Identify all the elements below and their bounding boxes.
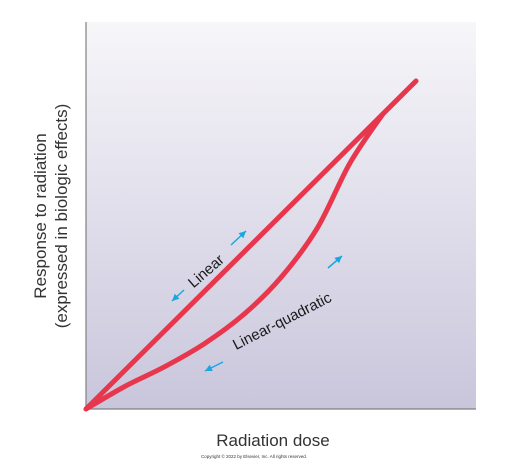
arrow-icon [171,289,185,302]
arrow-icon [204,361,224,372]
x-axis-title: Radiation dose [216,431,329,450]
series-linear [83,78,419,412]
series-linear-quadratic [83,111,386,412]
arrow-icon [327,255,343,269]
y-axis-title-line-1: Response to radiation [31,133,50,298]
copyright-notice: Copyright © 2022 by Elsevier, Inc. All r… [201,453,307,459]
arrow-icon [230,230,247,246]
y-axis-title-line-2: (expressed in biologic effects) [52,104,71,329]
